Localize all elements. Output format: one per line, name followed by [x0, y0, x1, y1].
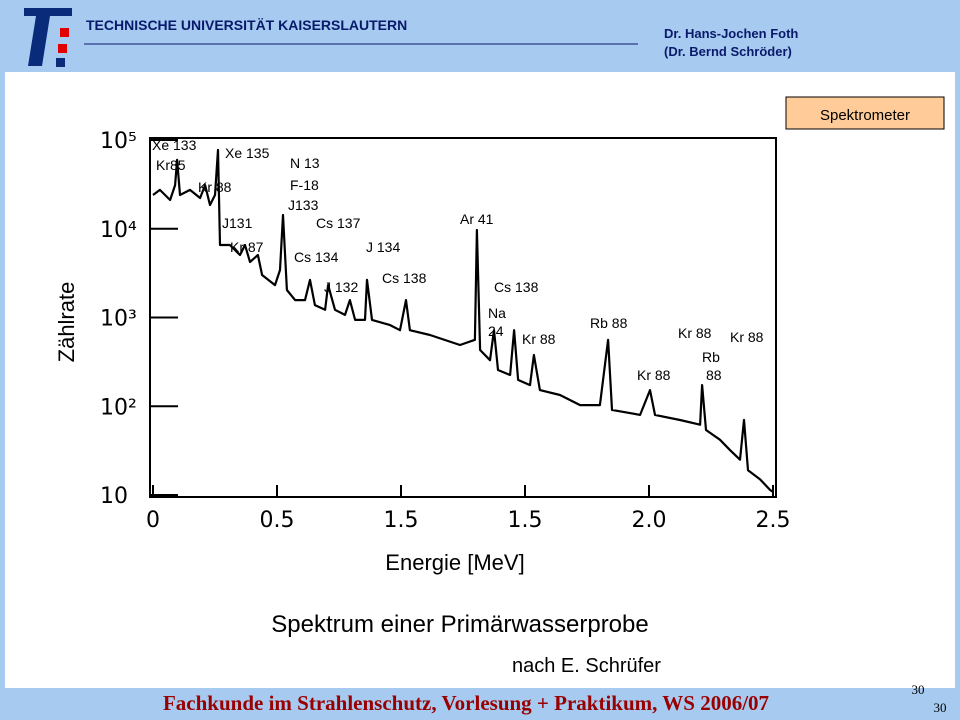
spectrum-line: [152, 148, 774, 493]
peak-label: Kr 87: [230, 239, 264, 255]
peak-label: J133: [288, 197, 319, 213]
badge-box: [785, 96, 945, 130]
content-area: [5, 72, 955, 688]
peak-label: Kr 88: [637, 367, 671, 383]
peak-label: Cs 138: [494, 279, 539, 295]
author: Dr. Hans-Jochen Foth: [664, 26, 798, 41]
peak-label: Cs 134: [294, 249, 339, 265]
peak-label: J131: [222, 215, 253, 231]
peak-label: Kr 88: [198, 179, 232, 195]
logo-dot: [58, 44, 67, 53]
logo-dot: [56, 58, 65, 67]
x-axis-label: Energie [MeV]: [385, 550, 524, 575]
x-tick-label: 1.5: [384, 508, 419, 533]
logo-dot: [60, 28, 69, 37]
logo: [24, 8, 72, 67]
y-tick-label: 10⁴: [100, 218, 137, 243]
x-tick-label: 0.5: [260, 508, 295, 533]
peak-label: J 134: [366, 239, 400, 255]
x-tick-label: 1.5: [508, 508, 543, 533]
y-axis-label: Zählrate: [54, 282, 79, 363]
peak-label: Kr 88: [678, 325, 712, 341]
x-tick-label: 2.0: [632, 508, 667, 533]
peak-label: Kr 88: [730, 329, 764, 345]
coauthor: (Dr. Bernd Schröder): [664, 44, 792, 59]
peak-label: 88: [706, 367, 722, 383]
y-tick-label: 10⁵: [100, 129, 137, 154]
peak-label: Rb 88: [590, 315, 628, 331]
peak-label: 24: [488, 323, 504, 339]
x-tick-label: 0: [146, 508, 160, 533]
peak-label: Xe 133: [152, 137, 197, 153]
y-tick-label: 10: [100, 484, 128, 509]
chart-title: Spektrum einer Primärwasserprobe: [271, 611, 648, 638]
peak-label: F-18: [290, 177, 319, 193]
y-tick-label: 10²: [100, 395, 137, 420]
logo-shape: [24, 8, 72, 66]
peak-label: Xe 135: [225, 145, 270, 161]
university: TECHNISCHE UNIVERSITÄT KAISERSLAUTERN: [86, 17, 407, 33]
footer: Fachkunde im Strahlenschutz, Vorlesung +…: [163, 691, 769, 715]
peak-label: Cs 137: [316, 215, 361, 231]
page-number: 30: [934, 700, 947, 715]
y-tick-label: 10³: [100, 307, 137, 332]
badge: Spektrometer: [820, 107, 910, 124]
peak-label: Kr85: [156, 157, 186, 173]
peak-label: Rb: [702, 349, 720, 365]
x-tick-label: 2.5: [756, 508, 791, 533]
source: nach E. Schrüfer: [512, 655, 661, 677]
peak-label: J 132: [324, 279, 358, 295]
peak-label: Kr 88: [522, 331, 556, 347]
peak-label: Ar 41: [460, 211, 494, 227]
peak-label: Cs 138: [382, 270, 427, 286]
page-number: 30: [912, 682, 925, 697]
peak-label: Na: [488, 305, 506, 321]
peak-label: N 13: [290, 155, 320, 171]
